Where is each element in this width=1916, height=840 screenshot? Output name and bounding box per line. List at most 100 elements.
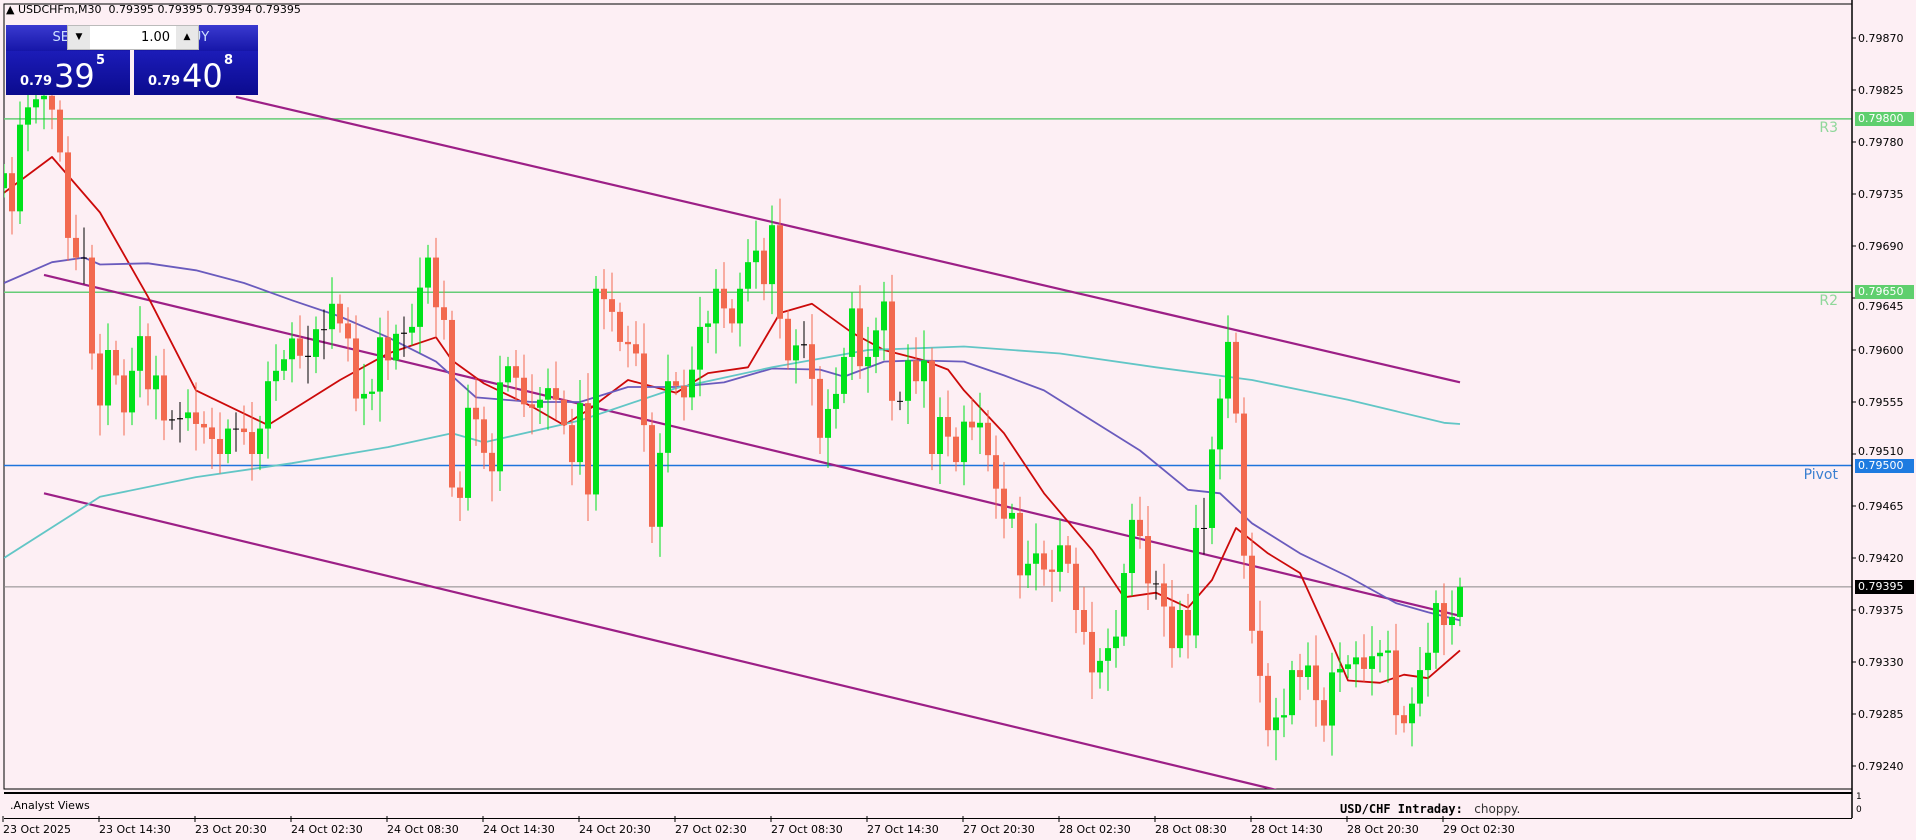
- ohlc-readout: 0.79395 0.79395 0.79394 0.79395: [108, 3, 301, 16]
- candle: [825, 389, 831, 468]
- lot-size-input[interactable]: [92, 27, 172, 48]
- time-tick-label: 23 Oct 2025: [3, 823, 72, 836]
- time-tick-label: 27 Oct 20:30: [963, 823, 1035, 836]
- candle: [1201, 497, 1207, 555]
- candle: [745, 239, 751, 302]
- time-tick-label: 24 Oct 02:30: [291, 823, 363, 836]
- candle: [561, 390, 567, 435]
- candle: [169, 410, 175, 430]
- candle-body: [881, 301, 887, 331]
- candle: [625, 325, 631, 368]
- candle-body: [305, 355, 311, 357]
- lot-stepper: ▼ ▲: [67, 25, 199, 50]
- channel-line-1: [43, 273, 1461, 617]
- candle-body: [297, 338, 303, 356]
- time-tick-label: 28 Oct 08:30: [1155, 823, 1227, 836]
- candle: [993, 435, 999, 519]
- candle: [945, 390, 951, 457]
- buy-price[interactable]: 0.79 40 8: [134, 51, 258, 95]
- candle-body: [793, 345, 799, 361]
- candle-body: [633, 344, 639, 354]
- candle-body: [697, 326, 703, 370]
- candle: [1377, 640, 1383, 673]
- candle-body: [1225, 341, 1231, 399]
- time-tick-label: 23 Oct 14:30: [99, 823, 171, 836]
- candle: [1361, 634, 1367, 682]
- candle-body: [1209, 449, 1215, 528]
- candle: [721, 262, 727, 329]
- candle-body: [33, 99, 39, 108]
- candle-body: [1161, 583, 1167, 607]
- candle: [313, 316, 319, 374]
- candle-body: [1049, 569, 1055, 572]
- candle: [1337, 642, 1343, 693]
- candle-body: [81, 257, 87, 259]
- level-price-tag-r3: 0.79800: [1855, 111, 1914, 126]
- candle-body: [641, 353, 647, 426]
- candle-body: [417, 287, 423, 327]
- candle: [1281, 688, 1287, 738]
- candle: [713, 269, 719, 354]
- candle-body: [249, 432, 255, 455]
- candle-body: [737, 288, 743, 324]
- candle-body: [1345, 664, 1351, 669]
- candle-body: [833, 393, 839, 409]
- candle: [633, 321, 639, 367]
- candle-body: [121, 375, 127, 413]
- candle-body: [761, 250, 767, 285]
- chart-title-bar: ▲ USDCHFm,M30 0.79395 0.79395 0.79394 0.…: [6, 3, 301, 16]
- price-tick-label: 0.79870: [1858, 31, 1904, 45]
- price-tick-label: 0.79240: [1858, 759, 1904, 773]
- candle: [329, 277, 335, 349]
- candle-body: [657, 452, 663, 527]
- candle: [209, 407, 215, 470]
- candle-body: [449, 319, 455, 488]
- price-tick-label: 0.79510: [1858, 444, 1904, 458]
- candle-body: [849, 308, 855, 357]
- candle-body: [193, 412, 199, 424]
- candle: [769, 205, 775, 315]
- buy-price-prefix: 0.79: [148, 74, 181, 89]
- candle-body: [489, 452, 495, 472]
- candle-body: [1353, 657, 1359, 665]
- candle-body: [817, 378, 823, 438]
- candle: [177, 402, 183, 443]
- candle: [401, 316, 407, 357]
- candle: [817, 366, 823, 455]
- caret-up-icon[interactable]: ▲: [176, 26, 198, 49]
- caret-down-icon[interactable]: ▼: [68, 26, 90, 49]
- candle: [545, 368, 551, 430]
- price-tick-label: 0.79735: [1858, 187, 1904, 201]
- candle: [345, 307, 351, 362]
- candle: [265, 361, 271, 459]
- price-tick-label: 0.79420: [1858, 551, 1904, 565]
- candle: [1177, 600, 1183, 658]
- candle: [569, 408, 575, 486]
- sell-price[interactable]: 0.79 39 5: [6, 51, 130, 95]
- candle: [777, 198, 783, 339]
- triangle-up-icon[interactable]: ▲: [6, 3, 18, 16]
- candle: [409, 303, 415, 346]
- candle-body: [865, 356, 871, 367]
- candle-body: [809, 344, 815, 379]
- candle-body: [49, 95, 55, 110]
- candle: [4, 163, 7, 198]
- candle: [553, 361, 559, 420]
- candle: [665, 354, 671, 473]
- candle: [105, 323, 111, 426]
- candle-body: [545, 388, 551, 400]
- candle-body: [1457, 586, 1463, 617]
- candle-body: [481, 419, 487, 453]
- candle: [601, 269, 607, 330]
- candle-body: [257, 428, 263, 455]
- candle-body: [689, 369, 695, 398]
- candle: [961, 405, 967, 486]
- candle-body: [537, 399, 543, 408]
- candle-body: [985, 422, 991, 456]
- candle: [497, 355, 503, 491]
- candle-body: [441, 307, 447, 320]
- candle-body: [1409, 703, 1415, 724]
- candle: [1249, 532, 1255, 644]
- candle-body: [577, 403, 583, 463]
